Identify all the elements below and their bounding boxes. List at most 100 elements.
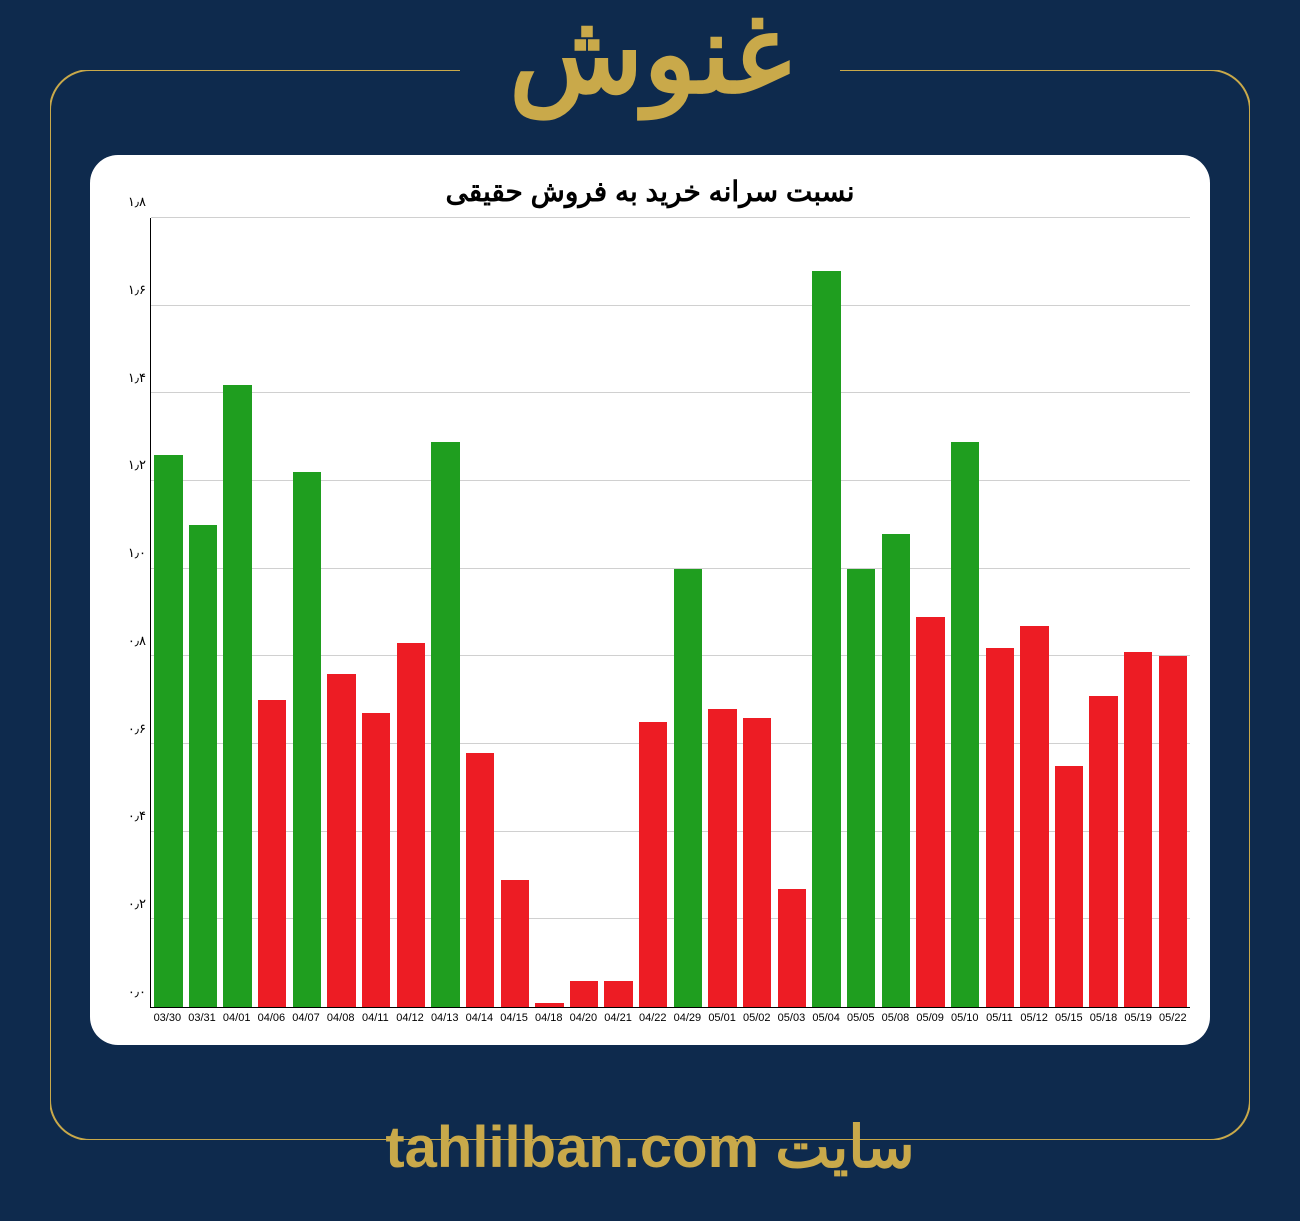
bar-slot (1121, 218, 1156, 1007)
bar-slot (393, 218, 428, 1007)
x-tick-label: 04/01 (219, 1008, 254, 1038)
x-tick-label: 04/06 (254, 1008, 289, 1038)
bar-slot (740, 218, 775, 1007)
y-tick-label: ۱٫۴ (128, 370, 146, 386)
bar (189, 525, 217, 1007)
bar (708, 709, 736, 1007)
footer-label: سایت (775, 1115, 914, 1180)
bar-slot (1017, 218, 1052, 1007)
bar-slot (290, 218, 325, 1007)
x-tick-label: 04/13 (427, 1008, 462, 1038)
footer-url: tahlilban.com (385, 1115, 759, 1180)
chart-title: نسبت سرانه خرید به فروش حقیقی (110, 175, 1190, 208)
bar-slot (878, 218, 913, 1007)
x-tick-label: 04/29 (670, 1008, 705, 1038)
bar (154, 455, 182, 1007)
chart-card: نسبت سرانه خرید به فروش حقیقی ۰٫۰ ۰٫۲ ۰٫۴ ۰… (90, 155, 1210, 1045)
bar (847, 569, 875, 1007)
x-tick-label: 04/07 (289, 1008, 324, 1038)
bar (639, 722, 667, 1007)
bar (293, 472, 321, 1007)
bars-container (151, 218, 1190, 1007)
bar (743, 718, 771, 1007)
x-tick-label: 05/09 (913, 1008, 948, 1038)
bar (1124, 652, 1152, 1007)
x-tick-label: 05/11 (982, 1008, 1017, 1038)
bar-slot (705, 218, 740, 1007)
x-tick-label: 05/03 (774, 1008, 809, 1038)
y-tick-label: ۰٫۴ (128, 808, 146, 824)
bar-slot (913, 218, 948, 1007)
bar-slot (567, 218, 602, 1007)
x-tick-label: 05/12 (1017, 1008, 1052, 1038)
bar (1089, 696, 1117, 1007)
bar-slot (809, 218, 844, 1007)
bar (951, 442, 979, 1007)
x-tick-label: 04/08 (323, 1008, 358, 1038)
x-tick-label: 05/10 (947, 1008, 982, 1038)
y-tick-label: ۰٫۲ (128, 896, 146, 912)
bar (431, 442, 459, 1007)
bar (604, 981, 632, 1007)
y-tick-label: ۱٫۸ (128, 194, 146, 210)
bar-slot (1086, 218, 1121, 1007)
bar-slot (844, 218, 879, 1007)
bar-slot (186, 218, 221, 1007)
x-tick-label: 04/21 (601, 1008, 636, 1038)
bar-slot (636, 218, 671, 1007)
x-tick-label: 04/20 (566, 1008, 601, 1038)
y-tick-label: ۰٫۸ (128, 633, 146, 649)
bar (501, 880, 529, 1007)
y-tick-label: ۱٫۰ (128, 545, 146, 561)
bar-slot (324, 218, 359, 1007)
bar (1020, 626, 1048, 1007)
x-tick-label: 05/18 (1086, 1008, 1121, 1038)
bar-slot (428, 218, 463, 1007)
x-tick-label: 03/30 (150, 1008, 185, 1038)
bar (674, 569, 702, 1007)
y-axis: ۰٫۰۰٫۲۰٫۴۰٫۶۰٫۸۱٫۰۱٫۲۱٫۴۱٫۶۱٫۸ (110, 218, 150, 1008)
bar (1159, 656, 1187, 1007)
x-tick-label: 05/04 (809, 1008, 844, 1038)
bar (466, 753, 494, 1007)
y-tick-label: ۰٫۰ (128, 984, 146, 1000)
x-tick-label: 05/22 (1155, 1008, 1190, 1038)
bar-slot (982, 218, 1017, 1007)
bar (258, 700, 286, 1007)
bar-slot (948, 218, 983, 1007)
bar (812, 271, 840, 1007)
y-tick-label: ۱٫۲ (128, 457, 146, 473)
page-title: غنوش (0, 0, 1300, 110)
bar-slot (532, 218, 567, 1007)
bar-slot (463, 218, 498, 1007)
bar (1055, 766, 1083, 1007)
chart-plot: ۰٫۰۰٫۲۰٫۴۰٫۶۰٫۸۱٫۰۱٫۲۱٫۴۱٫۶۱٫۸ 03/3003/3… (110, 218, 1190, 1038)
bar (778, 889, 806, 1007)
x-tick-label: 03/31 (185, 1008, 220, 1038)
bar-slot (497, 218, 532, 1007)
x-tick-label: 05/08 (878, 1008, 913, 1038)
bar-slot (775, 218, 810, 1007)
bar-slot (151, 218, 186, 1007)
bar-slot (601, 218, 636, 1007)
x-tick-label: 04/18 (531, 1008, 566, 1038)
bar (882, 534, 910, 1007)
x-tick-label: 05/05 (843, 1008, 878, 1038)
x-axis: 03/3003/3104/0104/0604/0704/0804/1104/12… (150, 1008, 1190, 1038)
x-tick-label: 04/12 (393, 1008, 428, 1038)
bar (362, 713, 390, 1007)
bar (327, 674, 355, 1007)
x-tick-label: 04/14 (462, 1008, 497, 1038)
bar-slot (255, 218, 290, 1007)
y-tick-label: ۰٫۶ (128, 721, 146, 737)
x-tick-label: 04/22 (635, 1008, 670, 1038)
bar-slot (1156, 218, 1191, 1007)
bar-slot (671, 218, 706, 1007)
bar-slot (1052, 218, 1087, 1007)
bar (570, 981, 598, 1007)
x-tick-label: 04/15 (497, 1008, 532, 1038)
y-tick-label: ۱٫۶ (128, 282, 146, 298)
bar (535, 1003, 563, 1007)
bar (223, 385, 251, 1007)
bar (916, 617, 944, 1007)
